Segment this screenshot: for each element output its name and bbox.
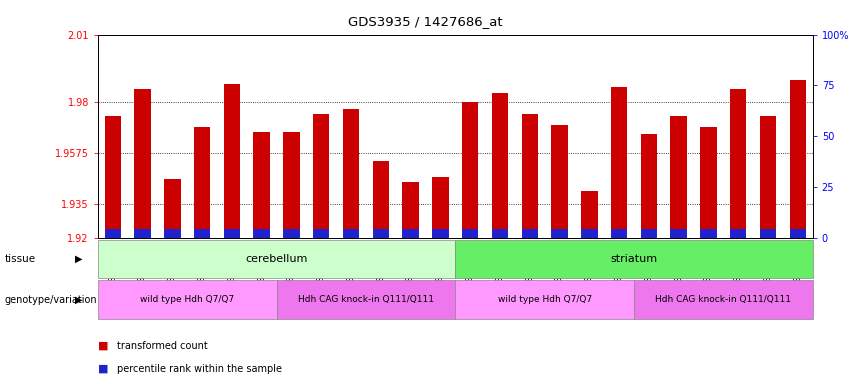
Bar <box>373 161 389 238</box>
Bar <box>403 229 419 238</box>
Bar <box>254 132 270 238</box>
Bar <box>373 229 389 238</box>
Bar <box>224 229 240 238</box>
Bar <box>551 125 568 238</box>
Bar <box>730 89 746 238</box>
Text: wild type Hdh Q7/Q7: wild type Hdh Q7/Q7 <box>498 295 591 304</box>
Bar <box>522 229 538 238</box>
Bar <box>581 229 597 238</box>
Bar <box>671 229 687 238</box>
Bar <box>403 182 419 238</box>
Bar <box>790 80 806 238</box>
Bar <box>790 229 806 238</box>
Bar <box>343 229 359 238</box>
Bar <box>105 116 121 238</box>
Bar <box>611 86 627 238</box>
Bar <box>254 229 270 238</box>
Bar <box>462 103 478 238</box>
Bar <box>641 134 657 238</box>
Bar <box>700 127 717 238</box>
Text: tissue: tissue <box>4 254 36 264</box>
Text: Hdh CAG knock-in Q111/Q111: Hdh CAG knock-in Q111/Q111 <box>655 295 791 304</box>
Text: ■: ■ <box>98 341 108 351</box>
Text: percentile rank within the sample: percentile rank within the sample <box>117 364 282 374</box>
Bar <box>432 177 448 238</box>
Bar <box>581 190 597 238</box>
Text: wild type Hdh Q7/Q7: wild type Hdh Q7/Q7 <box>140 295 234 304</box>
Text: striatum: striatum <box>610 254 658 264</box>
Bar <box>551 229 568 238</box>
Bar <box>760 229 776 238</box>
Text: GDS3935 / 1427686_at: GDS3935 / 1427686_at <box>348 15 503 28</box>
Bar <box>492 93 508 238</box>
Bar <box>313 114 329 238</box>
Bar <box>432 229 448 238</box>
Bar <box>164 179 180 238</box>
Text: ▶: ▶ <box>75 295 83 305</box>
Bar <box>283 229 300 238</box>
Text: ■: ■ <box>98 364 108 374</box>
Text: genotype/variation: genotype/variation <box>4 295 97 305</box>
Bar <box>105 229 121 238</box>
Bar <box>224 84 240 238</box>
Bar <box>760 116 776 238</box>
Text: Hdh CAG knock-in Q111/Q111: Hdh CAG knock-in Q111/Q111 <box>298 295 434 304</box>
Bar <box>611 229 627 238</box>
Bar <box>522 114 538 238</box>
Text: ▶: ▶ <box>75 254 83 264</box>
Text: transformed count: transformed count <box>117 341 208 351</box>
Bar <box>134 229 151 238</box>
Bar <box>194 229 210 238</box>
Bar <box>164 229 180 238</box>
Bar <box>730 229 746 238</box>
Bar <box>462 229 478 238</box>
Bar <box>700 229 717 238</box>
Bar <box>492 229 508 238</box>
Bar <box>194 127 210 238</box>
Bar <box>313 229 329 238</box>
Bar <box>283 132 300 238</box>
Bar <box>343 109 359 238</box>
Bar <box>134 89 151 238</box>
Text: cerebellum: cerebellum <box>245 254 308 264</box>
Bar <box>671 116 687 238</box>
Bar <box>641 229 657 238</box>
